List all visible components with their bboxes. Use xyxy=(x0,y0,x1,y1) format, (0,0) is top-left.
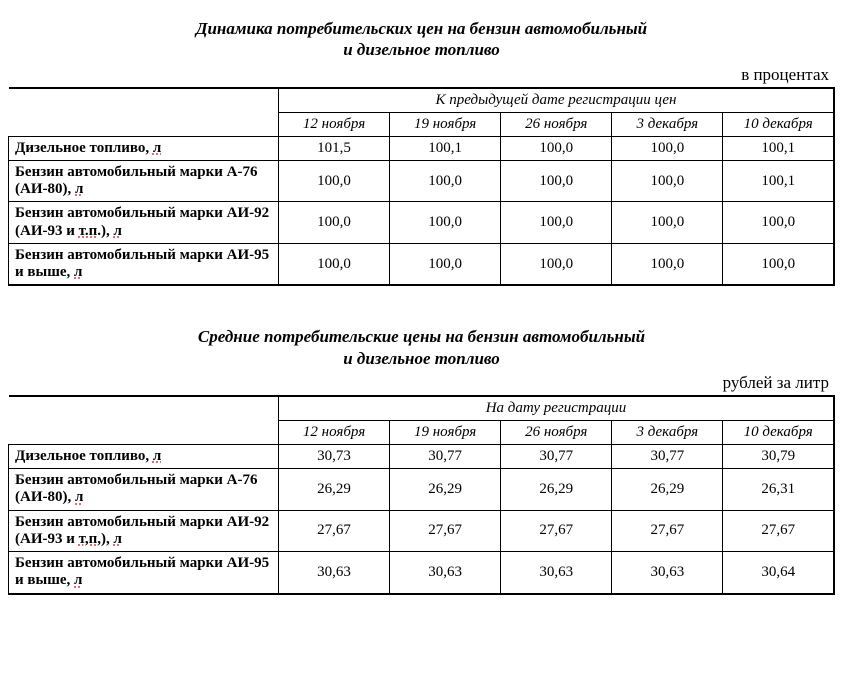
section2-cell: 30,77 xyxy=(390,444,501,468)
section1-title-line2: и дизельное топливо xyxy=(343,40,500,59)
section2-cell: 30,77 xyxy=(501,444,612,468)
section1-row-label: Бензин автомобильный марки АИ-92 (АИ-93 … xyxy=(9,202,279,244)
section1-cell: 100,0 xyxy=(612,160,723,202)
section1-cell: 100,0 xyxy=(390,160,501,202)
section2-row: Бензин автомобильный марки А-76 (АИ-80),… xyxy=(9,469,835,511)
section1-cell: 100,1 xyxy=(723,160,834,202)
section2-group-header: На дату регистрации xyxy=(279,396,835,421)
section2-title-line1: Средние потребительские цены на бензин а… xyxy=(198,327,645,346)
section2-cell: 30,79 xyxy=(723,444,834,468)
section2-title: Средние потребительские цены на бензин а… xyxy=(8,326,835,369)
section2-date-3: 3 декабря xyxy=(612,420,723,444)
section2-cell: 30,63 xyxy=(279,552,390,594)
section2-date-4: 10 декабря xyxy=(723,420,834,444)
section1-cell: 100,0 xyxy=(279,202,390,244)
section1-row-label: Дизельное топливо, л xyxy=(9,136,279,160)
section1-title: Динамика потребительских цен на бензин а… xyxy=(8,18,835,61)
section1-cell: 100,0 xyxy=(723,202,834,244)
section2-cell: 27,67 xyxy=(279,510,390,552)
section2-cell: 30,63 xyxy=(612,552,723,594)
section1-date-3: 3 декабря xyxy=(612,112,723,136)
section1-cell: 100,0 xyxy=(612,243,723,285)
section2-cell: 30,64 xyxy=(723,552,834,594)
section1-row: Дизельное топливо, л101,5100,1100,0100,0… xyxy=(9,136,835,160)
section1-cell: 100,0 xyxy=(279,243,390,285)
section2-row: Дизельное топливо, л30,7330,7730,7730,77… xyxy=(9,444,835,468)
section1-cell: 100,0 xyxy=(612,202,723,244)
section2-row: Бензин автомобильный марки АИ-92 (АИ-93 … xyxy=(9,510,835,552)
section2-cell: 26,29 xyxy=(612,469,723,511)
section1-cell: 100,0 xyxy=(501,243,612,285)
section1-cell: 100,0 xyxy=(279,160,390,202)
section1-row: Бензин автомобильный марки АИ-95 и выше,… xyxy=(9,243,835,285)
section1-cell: 100,0 xyxy=(390,202,501,244)
section1-title-line1: Динамика потребительских цен на бензин а… xyxy=(196,19,647,38)
section1-row-label: Бензин автомобильный марки АИ-95 и выше,… xyxy=(9,243,279,285)
section2-cell: 27,67 xyxy=(612,510,723,552)
section1-cell: 100,0 xyxy=(612,136,723,160)
section1-cell: 100,0 xyxy=(390,243,501,285)
section2-cell: 30,63 xyxy=(501,552,612,594)
section1-cell: 100,0 xyxy=(501,202,612,244)
section2-row-label: Бензин автомобильный марки АИ-95 и выше,… xyxy=(9,552,279,594)
section2-cell: 30,73 xyxy=(279,444,390,468)
section2-date-2: 26 ноября xyxy=(501,420,612,444)
section2-title-line2: и дизельное топливо xyxy=(343,349,500,368)
section1-row: Бензин автомобильный марки А-76 (АИ-80),… xyxy=(9,160,835,202)
section1-date-4: 10 декабря xyxy=(723,112,834,136)
section1-row-label: Бензин автомобильный марки А-76 (АИ-80),… xyxy=(9,160,279,202)
section1-table: К предыдущей дате регистрации цен 12 ноя… xyxy=(8,87,835,287)
section1-cell: 100,0 xyxy=(501,160,612,202)
section1-cell: 100,1 xyxy=(390,136,501,160)
section1-unit: в процентах xyxy=(8,65,835,85)
section1-corner-cell xyxy=(9,88,279,137)
section2-cell: 26,29 xyxy=(279,469,390,511)
section1-date-0: 12 ноября xyxy=(279,112,390,136)
section2-cell: 27,67 xyxy=(723,510,834,552)
section1-group-header: К предыдущей дате регистрации цен xyxy=(279,88,835,113)
section2-cell: 27,67 xyxy=(501,510,612,552)
section2-cell: 26,29 xyxy=(390,469,501,511)
section2-row-label: Бензин автомобильный марки АИ-92 (АИ-93 … xyxy=(9,510,279,552)
section2-cell: 26,31 xyxy=(723,469,834,511)
section1-cell: 101,5 xyxy=(279,136,390,160)
section2-corner-cell xyxy=(9,396,279,445)
section2-cell: 30,63 xyxy=(390,552,501,594)
section1-date-1: 19 ноября xyxy=(390,112,501,136)
section2-unit: рублей за литр xyxy=(8,373,835,393)
section1-row: Бензин автомобильный марки АИ-92 (АИ-93 … xyxy=(9,202,835,244)
section2-cell: 26,29 xyxy=(501,469,612,511)
section2-cell: 27,67 xyxy=(390,510,501,552)
section1-cell: 100,1 xyxy=(723,136,834,160)
section1-date-2: 26 ноября xyxy=(501,112,612,136)
section2-row-label: Дизельное топливо, л xyxy=(9,444,279,468)
section2-row-label: Бензин автомобильный марки А-76 (АИ-80),… xyxy=(9,469,279,511)
section2-cell: 30,77 xyxy=(612,444,723,468)
section2-table: На дату регистрации 12 ноября 19 ноября … xyxy=(8,395,835,595)
section1-cell: 100,0 xyxy=(723,243,834,285)
section1-cell: 100,0 xyxy=(501,136,612,160)
section2-row: Бензин автомобильный марки АИ-95 и выше,… xyxy=(9,552,835,594)
section2-date-0: 12 ноября xyxy=(279,420,390,444)
section2-date-1: 19 ноября xyxy=(390,420,501,444)
